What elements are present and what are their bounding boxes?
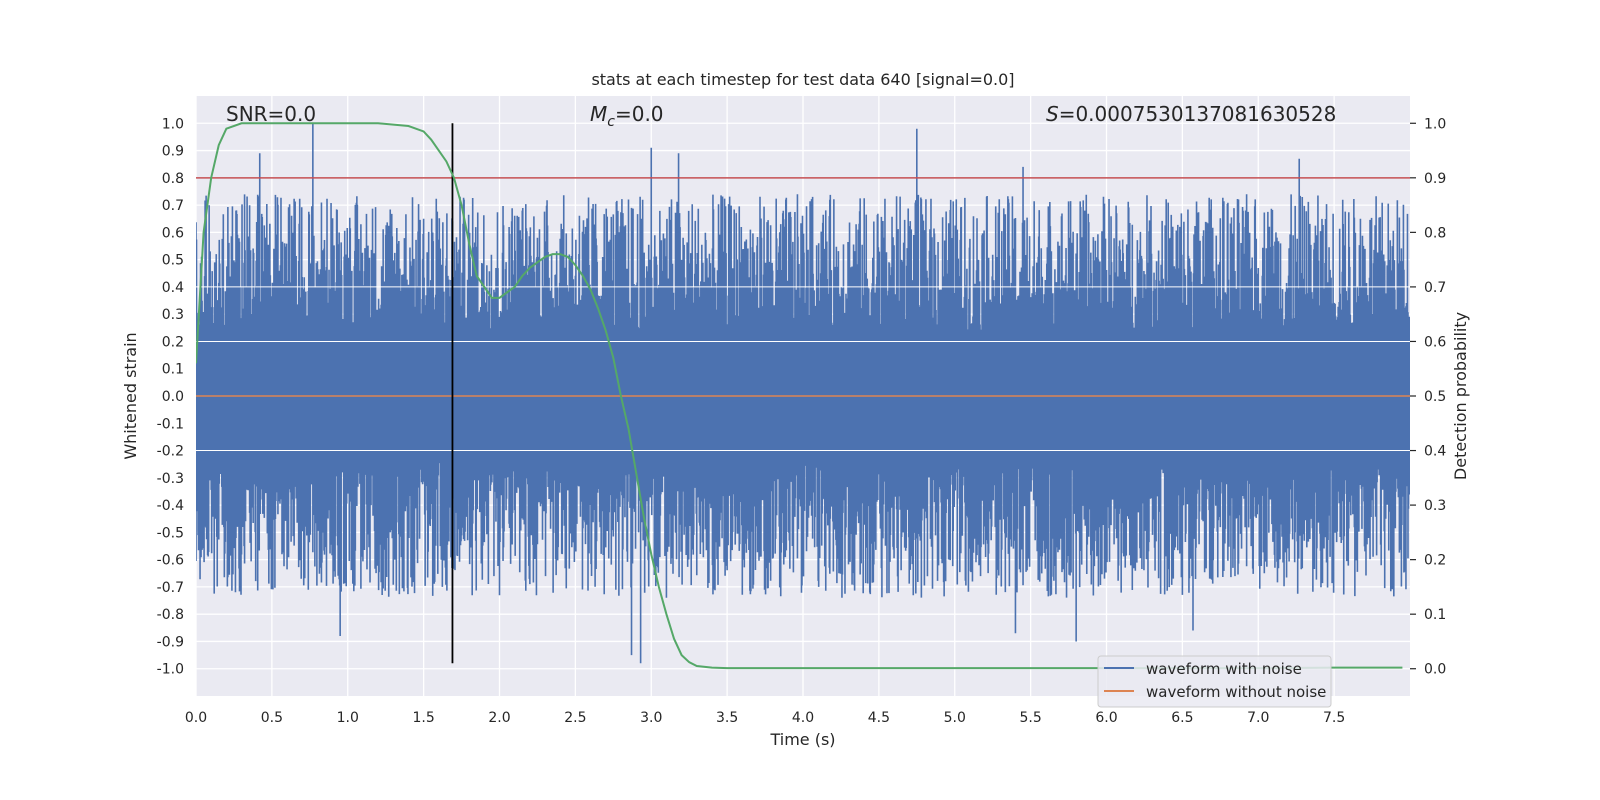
y-left-tick-label: 0.2: [162, 334, 184, 350]
legend-label-noise: waveform with noise: [1146, 660, 1302, 678]
x-tick-label: 3.0: [640, 710, 662, 726]
x-tick-label: 5.5: [1019, 710, 1041, 726]
y-left-tick-label: 1.0: [162, 116, 184, 132]
x-tick-label: 3.5: [716, 710, 738, 726]
x-tick-label: 6.0: [1095, 710, 1117, 726]
y-left-tick-label: 0.7: [162, 198, 184, 214]
x-tick-label: 1.5: [412, 710, 434, 726]
y-left-tick-label: 0.5: [162, 253, 184, 269]
x-tick-label: 2.0: [488, 710, 510, 726]
ticks-layer: 0.0 0.5 1.0 1.5 2.0 2.5 3.0 3.5 4.0 4.5 5.0 5.5 6.0 6…: [157, 116, 1447, 726]
y-right-tick-label: 0.2: [1424, 553, 1446, 569]
y-right-tick-label: 0.0: [1424, 662, 1446, 678]
mc-symbol: M: [590, 102, 607, 126]
y-left-tick-label: -0.7: [157, 580, 184, 596]
y-axis-label-left: Whitened strain: [121, 332, 140, 459]
mc-value: =0.0: [615, 102, 664, 126]
y-left-tick-label: -0.6: [157, 553, 184, 569]
y-left-tick-label: -0.1: [157, 416, 184, 432]
y-left-tick-label: 0.3: [162, 307, 184, 323]
y-right-tick-label: 0.8: [1424, 225, 1446, 241]
y-right-tick-label: 1.0: [1424, 116, 1446, 132]
x-tick-label: 1.0: [337, 710, 359, 726]
y-right-tick-label: 0.5: [1424, 389, 1446, 405]
x-tick-label: 4.5: [868, 710, 890, 726]
y-right-tick-label: 0.4: [1424, 444, 1446, 460]
annotation-score: S=0.0007530137081630528: [1046, 102, 1336, 126]
x-tick-label: 4.0: [792, 710, 814, 726]
y-left-tick-label: -0.4: [157, 498, 184, 514]
x-tick-label: 5.0: [944, 710, 966, 726]
y-left-tick-label: -1.0: [157, 662, 184, 678]
y-left-tick-label: 0.9: [162, 144, 184, 160]
mc-subscript: c: [607, 114, 615, 130]
x-axis-label: Time (s): [769, 730, 835, 749]
y-right-tick-label: 0.1: [1424, 607, 1446, 623]
y-left-tick-label: 0.6: [162, 225, 184, 241]
y-left-tick-label: 0.8: [162, 171, 184, 187]
y-right-tick-label: 0.6: [1424, 334, 1446, 350]
x-tick-label: 0.0: [185, 710, 207, 726]
noise-core-band: [196, 338, 1410, 448]
y-right-tick-label: 0.3: [1424, 498, 1446, 514]
annotation-snr: SNR=0.0: [226, 102, 316, 126]
y-right-tick-label: 0.7: [1424, 280, 1446, 296]
annotation-chirp-mass: Mc=0.0: [590, 102, 664, 130]
y-left-tick-label: -0.8: [157, 607, 184, 623]
x-tick-label: 2.5: [564, 710, 586, 726]
s-value: =0.0007530137081630528: [1059, 102, 1337, 126]
legend-label-clean: waveform without noise: [1146, 683, 1326, 701]
x-tick-label: 0.5: [261, 710, 283, 726]
y-left-tick-label: 0.0: [162, 389, 184, 405]
x-tick-label: 7.0: [1247, 710, 1269, 726]
y-left-tick-label: -0.5: [157, 525, 184, 541]
y-left-tick-label: 0.4: [162, 280, 184, 296]
chart-title: stats at each timestep for test data 640…: [591, 70, 1014, 89]
s-symbol: S: [1046, 102, 1059, 126]
y-left-tick-label: -0.9: [157, 634, 184, 650]
overlay-layer: [196, 122, 1410, 670]
y-left-tick-label: -0.3: [157, 471, 184, 487]
series-waveform-with-noise: [196, 123, 1410, 664]
legend: waveform with noise waveform without noi…: [1097, 655, 1332, 708]
y-left-tick-label: -0.2: [157, 444, 184, 460]
series-detection-probability: [196, 122, 1403, 670]
x-tick-label: 6.5: [1171, 710, 1193, 726]
plot-area: [196, 122, 1410, 670]
y-left-tick-label: 0.1: [162, 362, 184, 378]
x-tick-label: 7.5: [1323, 710, 1345, 726]
y-right-tick-label: 0.9: [1424, 171, 1446, 187]
y-axis-label-right: Detection probability: [1451, 312, 1470, 480]
legend-box: [1097, 655, 1332, 708]
